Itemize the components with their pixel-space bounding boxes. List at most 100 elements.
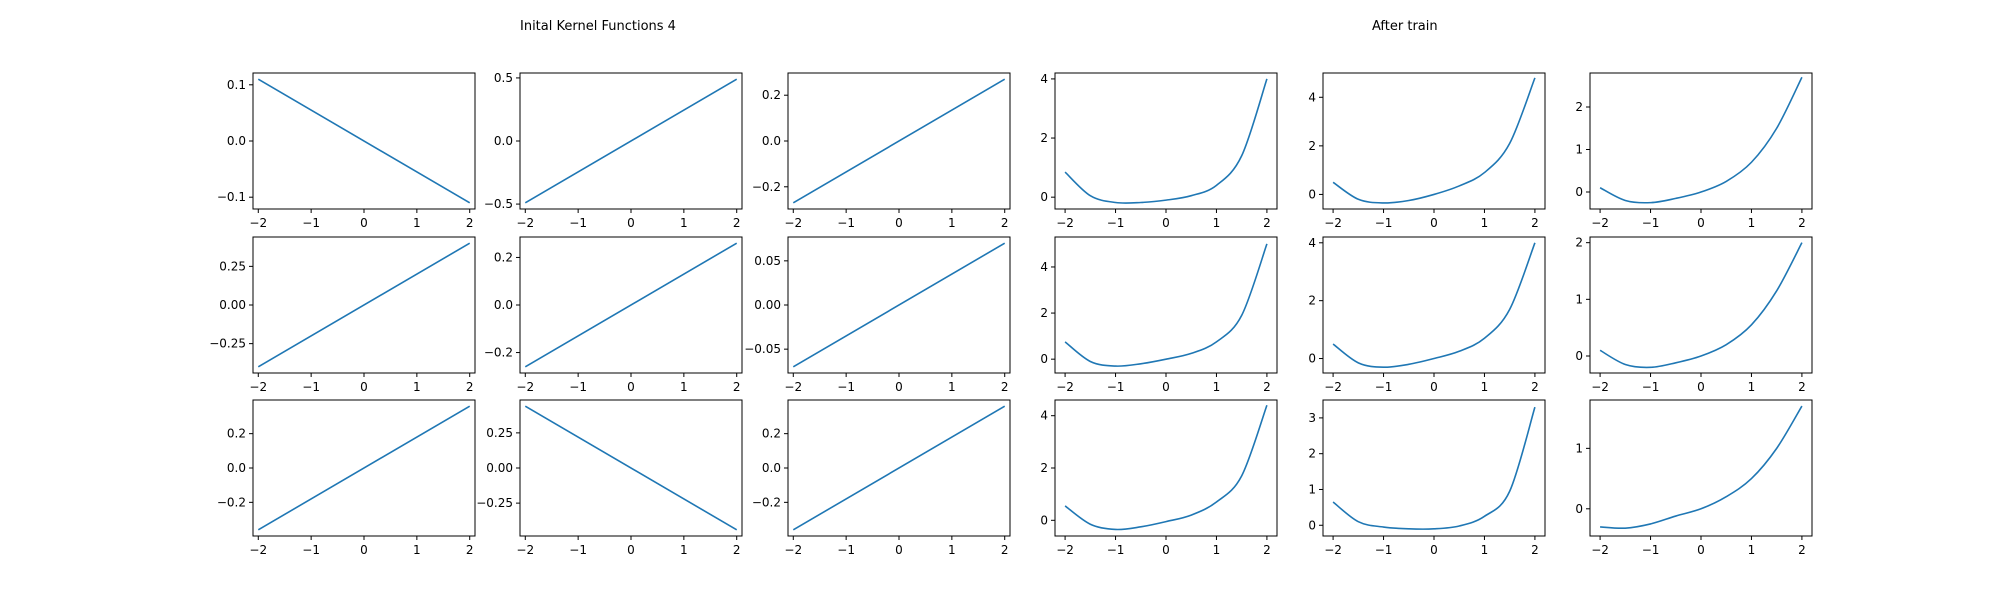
x-tick-label: −1: [1642, 216, 1660, 230]
x-tick-label: 2: [1531, 543, 1539, 557]
y-tick-label: 0.00: [219, 298, 246, 312]
y-tick-label: 0.0: [494, 298, 513, 312]
x-tick-label: 1: [1481, 543, 1489, 557]
x-tick-label: −1: [837, 543, 855, 557]
y-tick-label: 0.0: [227, 461, 246, 475]
x-tick-label: 1: [1213, 380, 1221, 394]
subplot-after-r0-c2: −2 −1 0 1 2 0 1 2: [1575, 72, 1813, 230]
y-tick-label: 0.25: [486, 426, 513, 440]
series-line: [1332, 242, 1536, 369]
x-tick-label: 0: [1162, 380, 1170, 394]
x-tick-label: 0: [360, 380, 368, 394]
series-line: [792, 242, 1006, 368]
x-tick-label: 1: [413, 216, 421, 230]
subplot-after-r2-c1: −2 −1 0 1 2 0 1 2 3: [1308, 399, 1546, 557]
x-tick-label: −2: [784, 380, 802, 394]
x-tick-label: 2: [466, 216, 474, 230]
y-tick-label: 4: [1040, 260, 1048, 274]
y-tick-label: 0: [1308, 518, 1316, 532]
subplot-initial-r0-c0: −2 −1 0 1 2 −0.1 0.0 0.1: [217, 72, 476, 230]
y-tick-label: 0.0: [494, 134, 513, 148]
series-line: [792, 405, 1006, 531]
y-tick-label: −0.1: [217, 190, 246, 204]
y-tick-label: −0.2: [484, 346, 513, 360]
x-tick-label: −1: [1375, 543, 1393, 557]
x-tick-label: 0: [1430, 543, 1438, 557]
x-tick-label: 1: [680, 543, 688, 557]
x-tick-label: 1: [948, 380, 956, 394]
y-tick-label: 0.2: [762, 427, 781, 441]
x-tick-label: 0: [1430, 216, 1438, 230]
x-tick-label: 2: [733, 543, 741, 557]
series-line: [1064, 243, 1268, 367]
x-tick-label: −2: [249, 543, 267, 557]
y-tick-label: 4: [1040, 72, 1048, 86]
y-tick-label: −0.05: [744, 342, 781, 356]
y-tick-label: 0.2: [227, 427, 246, 441]
x-tick-label: 1: [948, 216, 956, 230]
x-tick-label: 0: [1162, 543, 1170, 557]
right-group-title: After train: [1372, 19, 1438, 34]
x-tick-label: 2: [1531, 216, 1539, 230]
x-tick-label: 0: [627, 380, 635, 394]
series-line: [257, 78, 471, 204]
subplot-after-r1-c0: −2 −1 0 1 2 0 2 4: [1040, 236, 1278, 394]
x-tick-label: −1: [302, 543, 320, 557]
x-tick-label: 1: [1748, 216, 1756, 230]
y-tick-label: 0.0: [762, 461, 781, 475]
x-tick-label: −1: [1107, 543, 1125, 557]
y-tick-label: 2: [1308, 139, 1316, 153]
x-tick-label: 0: [895, 543, 903, 557]
subplot-after-r2-c0: −2 −1 0 1 2 0 2 4: [1040, 399, 1278, 557]
x-tick-label: 2: [1263, 216, 1271, 230]
y-tick-label: 0: [1040, 513, 1048, 527]
subplot-initial-r0-c2: −2 −1 0 1 2 −0.2 0.0 0.2: [752, 72, 1011, 230]
series-line: [1064, 404, 1268, 531]
series-line: [257, 405, 471, 531]
series-line: [524, 78, 738, 204]
y-tick-label: −0.5: [484, 197, 513, 211]
series-line: [792, 78, 1006, 204]
x-tick-label: 0: [895, 216, 903, 230]
subplot-after-r0-c0: −2 −1 0 1 2 0 2 4: [1040, 72, 1278, 230]
x-tick-label: 2: [733, 380, 741, 394]
x-tick-label: −1: [837, 216, 855, 230]
y-tick-label: 0.2: [762, 88, 781, 102]
x-tick-label: 1: [1748, 380, 1756, 394]
x-tick-label: −2: [1324, 216, 1342, 230]
x-tick-label: 2: [1531, 380, 1539, 394]
subplots-grid: −2 −1 0 1 2 −0.1 0.0 0.1 −2 −1 0 1 2 −0.5 0.0 0.5 −2 −1 0 1…: [209, 71, 1813, 557]
x-tick-label: −2: [249, 380, 267, 394]
x-tick-label: −2: [1056, 380, 1074, 394]
subplot-initial-r1-c1: −2 −1 0 1 2 −0.2 0.0 0.2: [484, 236, 743, 394]
x-tick-label: 0: [1697, 216, 1705, 230]
series-line: [1599, 242, 1803, 369]
x-tick-label: 2: [466, 380, 474, 394]
y-tick-label: 0: [1308, 187, 1316, 201]
y-tick-label: 1: [1575, 441, 1583, 455]
x-tick-label: −2: [516, 380, 534, 394]
x-tick-label: 1: [413, 380, 421, 394]
x-tick-label: 2: [1798, 216, 1806, 230]
x-tick-label: −2: [1056, 216, 1074, 230]
series-line: [524, 242, 738, 368]
subplot-initial-r1-c0: −2 −1 0 1 2 −0.25 0.00 0.25: [209, 236, 476, 394]
x-tick-label: −1: [302, 380, 320, 394]
subplot-after-r2-c2: −2 −1 0 1 2 0 1: [1575, 399, 1813, 557]
x-tick-label: −1: [1107, 216, 1125, 230]
x-tick-label: 1: [948, 543, 956, 557]
y-tick-label: 0.25: [219, 259, 246, 273]
x-tick-label: 1: [1748, 543, 1756, 557]
y-tick-label: 0: [1308, 352, 1316, 366]
x-tick-label: −2: [1591, 543, 1609, 557]
x-tick-label: −2: [249, 216, 267, 230]
y-tick-label: 0: [1575, 502, 1583, 516]
y-tick-label: 4: [1308, 90, 1316, 104]
x-tick-label: −2: [1324, 543, 1342, 557]
x-tick-label: 2: [1263, 543, 1271, 557]
x-tick-label: −1: [302, 216, 320, 230]
y-tick-label: 0.5: [494, 71, 513, 85]
y-tick-label: 3: [1308, 411, 1316, 425]
y-tick-label: 2: [1575, 100, 1583, 114]
x-tick-label: 2: [733, 216, 741, 230]
